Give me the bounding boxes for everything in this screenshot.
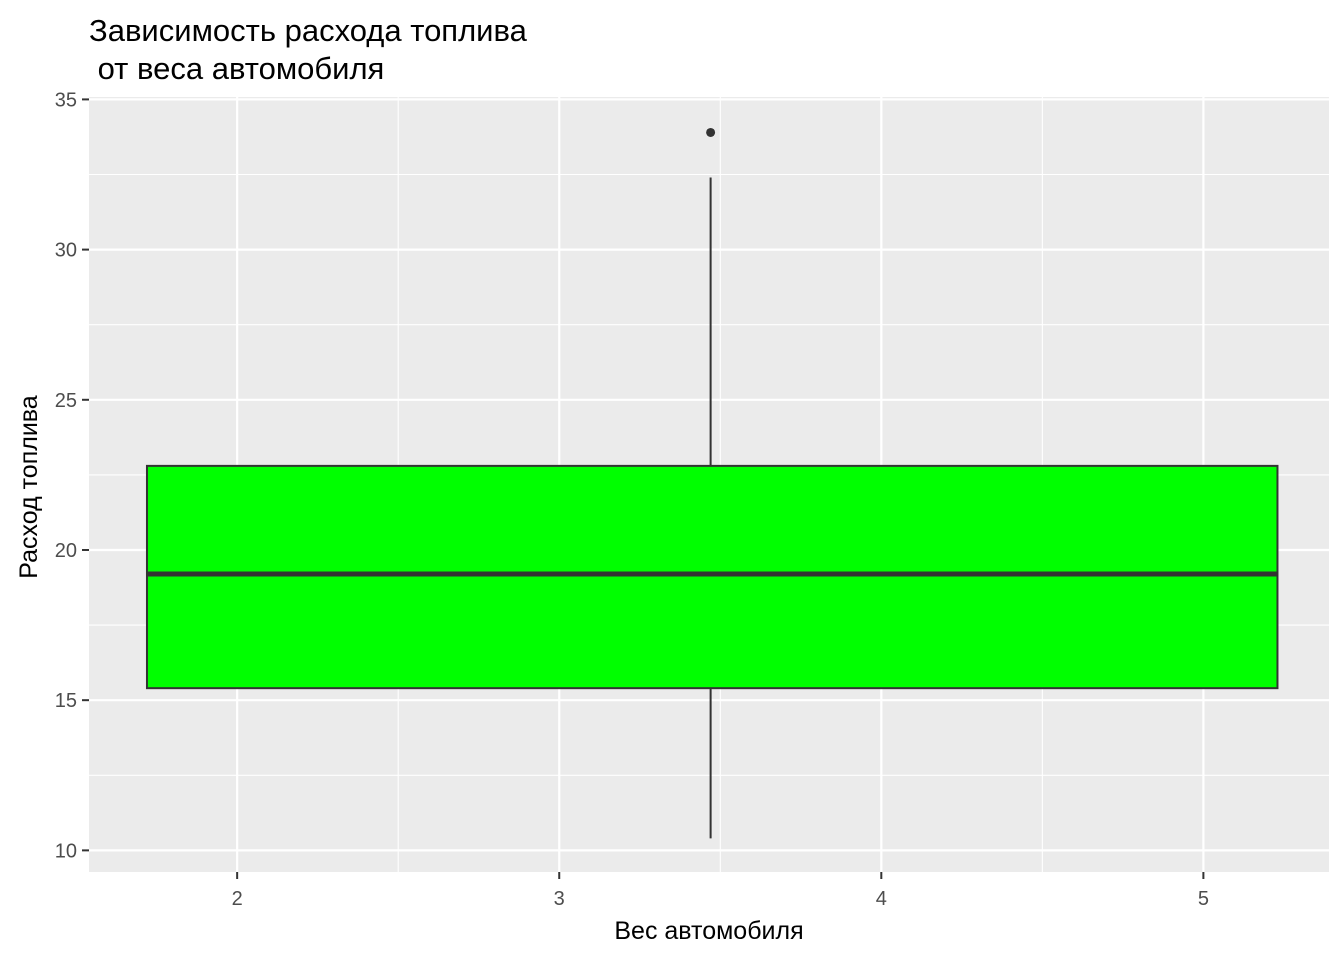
y-axis-title: Расход топлива (15, 395, 43, 579)
y-axis: 10 15 20 25 30 35 (55, 89, 89, 862)
boxplot (145, 127, 1279, 839)
y-tick-label: 15 (55, 690, 77, 712)
x-tick-label: 3 (554, 888, 565, 910)
x-axis: 2 3 4 5 (232, 872, 1209, 910)
y-tick-label: 10 (55, 840, 77, 862)
y-tick-label: 35 (55, 89, 77, 111)
x-tick-label: 4 (876, 888, 887, 910)
chart-title-line-2: от веса автомобиля (89, 51, 384, 86)
y-tick-label: 25 (55, 390, 77, 412)
outlier-point (706, 127, 716, 137)
x-tick-label: 2 (232, 888, 243, 910)
chart-title-line-1: Зависимость расхода топлива (89, 13, 528, 48)
y-tick-label: 20 (55, 540, 77, 562)
y-tick-label: 30 (55, 240, 77, 262)
box-iqr (145, 464, 1279, 690)
x-axis-title: Вес автомобиля (614, 917, 803, 945)
x-tick-label: 5 (1198, 888, 1209, 910)
